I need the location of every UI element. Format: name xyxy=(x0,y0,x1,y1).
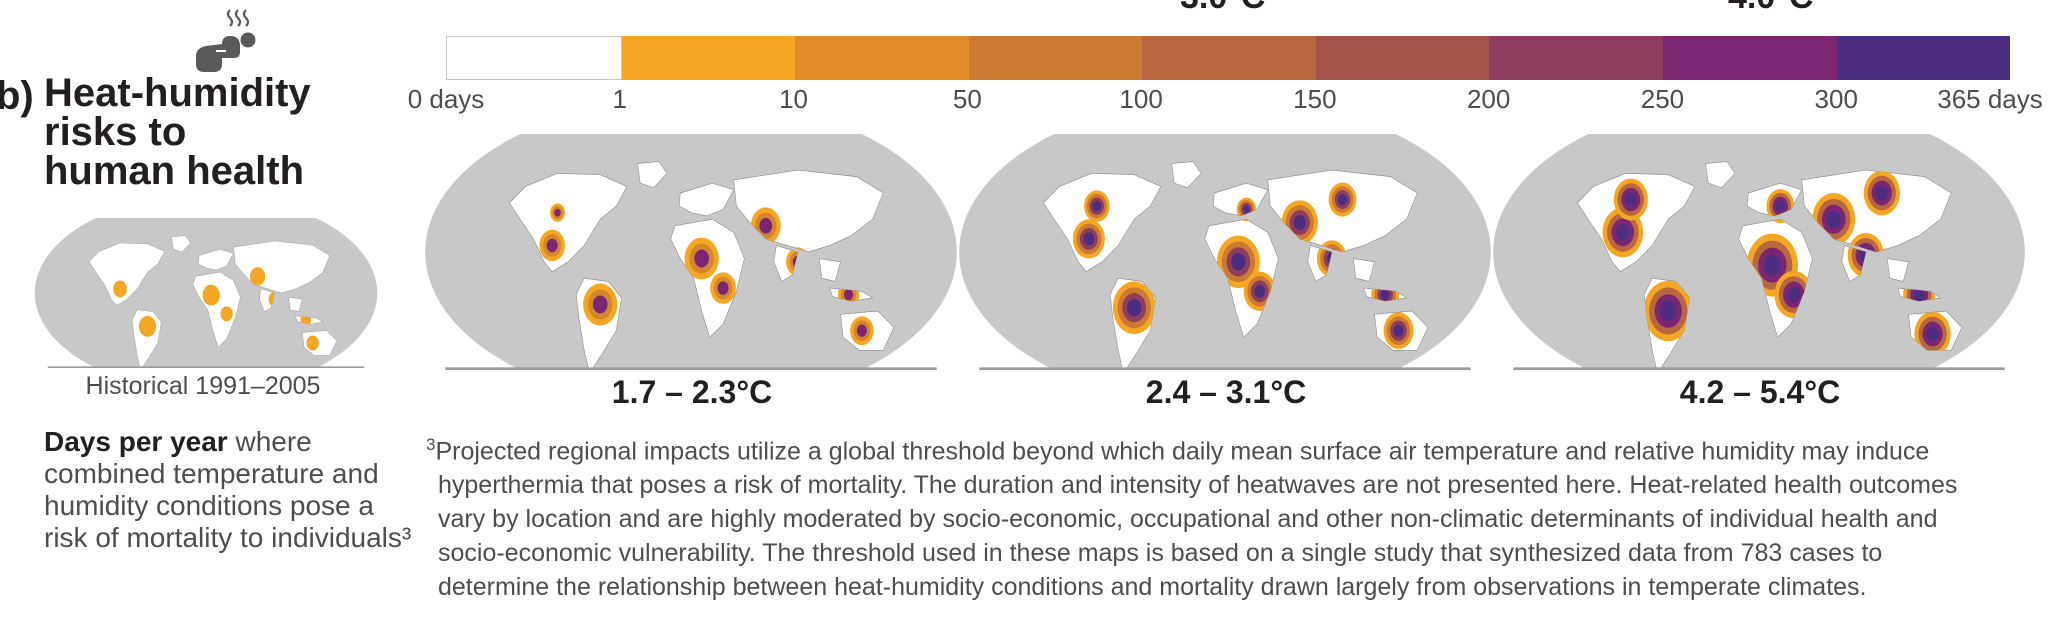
heat-region xyxy=(1826,210,1841,228)
map-scenario-3 xyxy=(1492,134,2026,370)
heat-region xyxy=(1763,254,1781,276)
world-map xyxy=(34,218,378,368)
heat-region xyxy=(138,315,157,337)
map-scenario-1-range: 1.7 – 2.3°C xyxy=(611,374,773,410)
description-rest: where combined temperature and humidity … xyxy=(44,426,412,553)
map-historical xyxy=(34,218,378,368)
legend-tick-label: 300 xyxy=(1814,84,1858,114)
legend-tick-label: 1 xyxy=(612,84,627,114)
person-sweating-heat-icon xyxy=(186,6,262,72)
heat-region xyxy=(1293,215,1306,230)
map-scenario-2 xyxy=(958,134,1492,370)
legend-tick-label: 365 days xyxy=(1937,84,2043,114)
warming-level-label-left: 3.0°C xyxy=(1180,0,1265,17)
heat-region xyxy=(592,295,608,314)
legend-tick-label: 250 xyxy=(1640,84,1685,114)
legend-bin xyxy=(1315,36,1490,80)
heat-region xyxy=(1625,192,1637,207)
heat-region xyxy=(843,288,854,301)
heat-region xyxy=(1616,224,1630,241)
legend-bin xyxy=(1142,36,1316,80)
legend-color-bar xyxy=(446,36,2011,80)
heat-region xyxy=(1337,193,1348,206)
heat-region xyxy=(1092,200,1102,212)
legend-bin xyxy=(446,36,622,80)
land-mass xyxy=(678,182,735,217)
section-title: Heat-humidity risks to human health xyxy=(44,71,364,193)
legend-tick-label: 100 xyxy=(1119,84,1163,114)
heat-region xyxy=(220,306,233,322)
section-title-line: human health xyxy=(44,149,305,193)
footnote-line: Projected regional impacts utilize a glo… xyxy=(435,437,1930,466)
land-mass xyxy=(509,173,628,273)
heat-region xyxy=(856,324,867,337)
legend-bin xyxy=(1662,36,1837,80)
footnote-marker: 3 xyxy=(426,435,436,454)
heat-region xyxy=(1127,298,1142,317)
heat-region xyxy=(1231,253,1246,271)
land-mass xyxy=(198,249,234,271)
heat-region xyxy=(1243,205,1250,214)
warming-level-label-right: 4.0°C xyxy=(1728,0,1813,17)
heat-region xyxy=(1875,185,1888,201)
heat-region xyxy=(1787,286,1801,303)
heat-region xyxy=(306,335,319,351)
heat-region xyxy=(113,280,127,298)
legend-tick-label: 200 xyxy=(1466,84,1511,114)
description: Days per year where combined temperature… xyxy=(44,426,424,554)
heat-region xyxy=(1083,232,1095,246)
footnote: 3Projected regional impacts utilize a gl… xyxy=(426,428,2026,604)
legend-tick-label: 0 days xyxy=(407,84,485,114)
heat-region xyxy=(1254,284,1266,298)
legend-bin xyxy=(1836,36,2011,80)
section-title-line: risks to xyxy=(44,110,187,154)
world-map xyxy=(425,134,957,370)
section-letter: b) xyxy=(0,74,34,118)
heat-region xyxy=(1775,200,1785,212)
footnote-line: vary by location and are highly moderate… xyxy=(438,505,1938,534)
description-bold: Days per year xyxy=(44,426,228,457)
heat-region xyxy=(546,238,558,253)
land-mass xyxy=(171,235,191,253)
legend-bin xyxy=(621,36,796,80)
world-map xyxy=(1493,134,2025,370)
world-map xyxy=(959,134,1491,370)
heat-region xyxy=(250,267,266,286)
heat-region xyxy=(1660,300,1677,322)
footnote-line: hyperthermia that poses a risk of mortal… xyxy=(438,471,1958,500)
map-historical-caption: Historical 1991–2005 xyxy=(85,372,321,400)
heat-region xyxy=(1380,288,1390,301)
map-scenario-1 xyxy=(424,134,958,370)
land-mass xyxy=(1043,173,1162,273)
legend-bin xyxy=(795,36,969,80)
legend-bin xyxy=(968,36,1143,80)
heat-region xyxy=(759,217,773,234)
map-scenario-2-range: 2.4 – 3.1°C xyxy=(1145,374,1307,410)
footnote-line: determine the relationship between heat-… xyxy=(438,573,1867,602)
heat-region xyxy=(202,284,220,306)
color-legend xyxy=(446,36,2011,80)
footnote-line: socio-economic vulnerability. The thresh… xyxy=(438,539,1883,568)
legend-tick-label: 10 xyxy=(779,84,809,114)
heat-region xyxy=(1393,324,1404,337)
land-mass xyxy=(1171,161,1202,189)
legend-bin xyxy=(1489,36,1663,80)
heat-region xyxy=(1913,288,1925,302)
legend-tick-label: 50 xyxy=(952,84,982,114)
heat-region xyxy=(1926,326,1939,342)
land-mass xyxy=(637,161,668,189)
heat-region xyxy=(694,249,710,268)
heat-region xyxy=(717,281,729,295)
section-title-line: Heat-humidity xyxy=(44,71,311,115)
legend-tick-label: 150 xyxy=(1293,84,1337,114)
land-mass xyxy=(1705,161,1736,189)
land-mass xyxy=(88,242,165,306)
heat-region xyxy=(554,208,561,217)
map-scenario-3-range: 4.2 – 5.4°C xyxy=(1679,374,1841,410)
